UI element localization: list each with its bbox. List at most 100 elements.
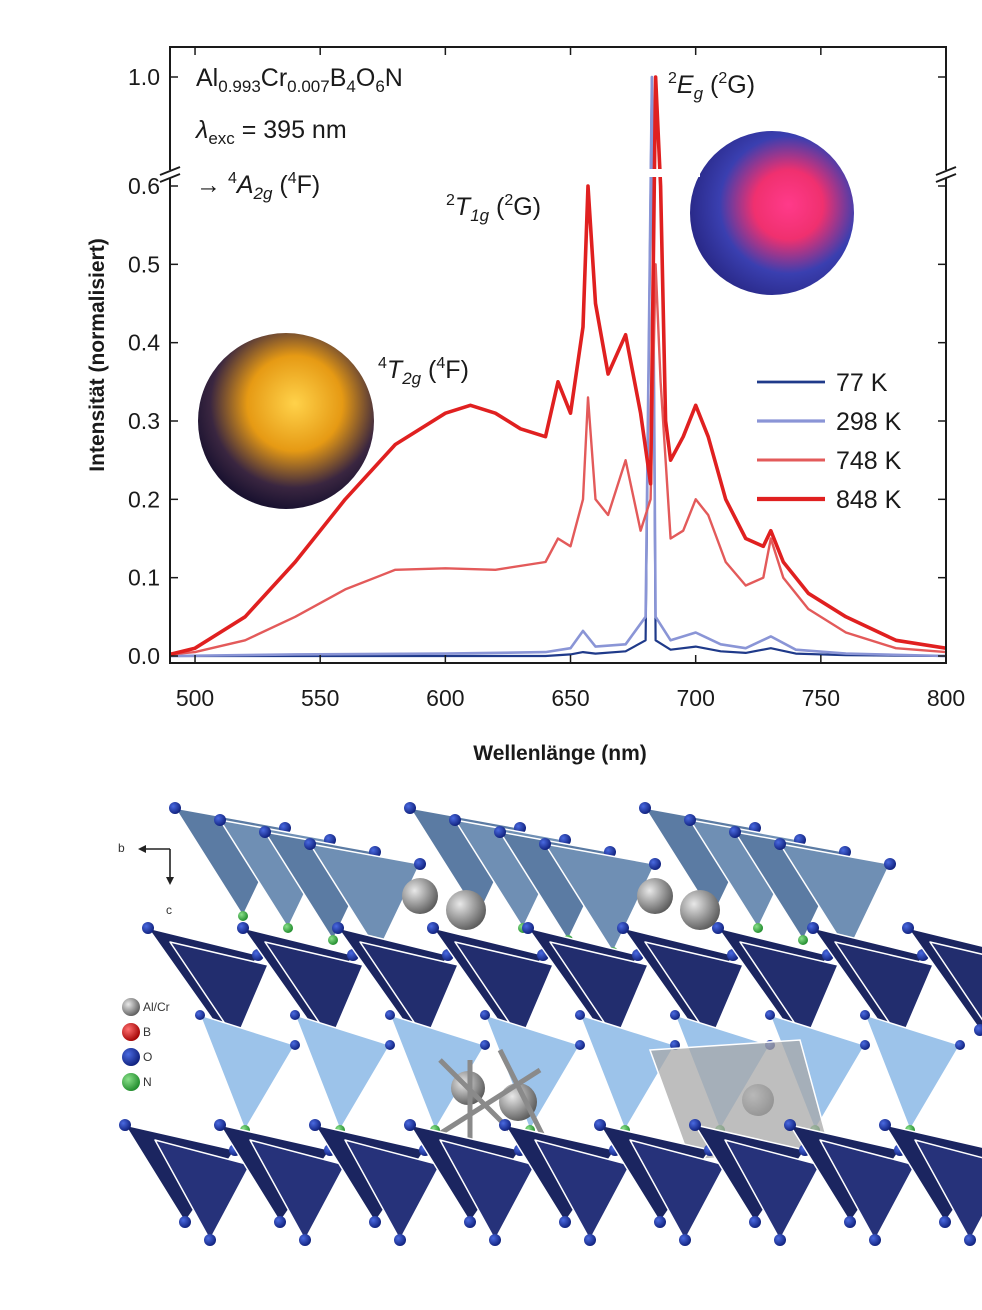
x-tick-label: 600: [426, 685, 464, 711]
dark-tetrahedron: [834, 941, 934, 1041]
oxygen-atom: [639, 802, 651, 814]
x-tick-label: 700: [676, 685, 714, 711]
legend-swatch-b: [122, 1023, 140, 1041]
middle-tetrahedron: [864, 1014, 961, 1131]
dark-tetrahedron: [154, 1139, 251, 1241]
element-legend: Al/Cr B O N: [122, 998, 170, 1091]
oxygen-atom: [204, 1234, 216, 1246]
oxygen-atom: [259, 826, 271, 838]
oxygen-atom: [214, 1119, 226, 1131]
oxygen-atom: [274, 1216, 286, 1228]
oxygen-atom: [617, 922, 629, 934]
oxygen-atom: [539, 838, 551, 850]
top-tetrahedron: [544, 843, 656, 953]
oxygen-atom: [332, 922, 344, 934]
axis-break-left: [159, 166, 181, 183]
dark-tetrahedron: [819, 1139, 916, 1241]
oxygen-atom: [394, 1234, 406, 1246]
oxygen-atom: [494, 826, 506, 838]
oxygen-atom: [142, 922, 154, 934]
oxygen-atom: [575, 1040, 585, 1050]
nitrogen-atom: [753, 923, 763, 933]
oxygen-atom: [654, 1216, 666, 1228]
alcr-atom: [402, 878, 438, 914]
oxygen-atom: [290, 1010, 300, 1020]
nitrogen-atom: [798, 935, 808, 945]
oxygen-atom: [974, 1024, 982, 1036]
middle-tetrahedron: [579, 1014, 676, 1131]
axis-b-label: b: [118, 841, 125, 855]
y-tick-label: 0.3: [128, 408, 160, 434]
oxygen-atom: [480, 1040, 490, 1050]
y-tick-label: 1.0: [128, 64, 160, 90]
legend-entry-label: 77 K: [836, 369, 888, 397]
oxygen-atom: [860, 1040, 870, 1050]
oxygen-atom: [169, 802, 181, 814]
x-tick-label: 750: [802, 685, 840, 711]
oxygen-atom: [955, 1040, 965, 1050]
oxygen-atom: [464, 1216, 476, 1228]
oxygen-atom: [712, 922, 724, 934]
oxygen-atom: [309, 1119, 321, 1131]
legend-entry-label: 298 K: [836, 408, 902, 436]
dark-tetrahedron: [264, 941, 364, 1041]
dark-tetrahedron: [739, 941, 839, 1041]
emission-spectrum-chart: 500 550 600 650 700 750 800 0.0 0.1 0.2 0.3 0.4 0.5 0…: [86, 46, 965, 765]
oxygen-atom: [214, 814, 226, 826]
oxygen-atom: [449, 814, 461, 826]
x-tick-label: 650: [551, 685, 589, 711]
dark-tetrahedron: [359, 941, 459, 1041]
peak-label-4T2g: 4T2g (4F): [378, 355, 469, 388]
legend-label-alcr: Al/Cr: [143, 1000, 170, 1014]
oxygen-atom: [689, 1119, 701, 1131]
oxygen-atom: [729, 826, 741, 838]
oxygen-atom: [404, 1119, 416, 1131]
oxygen-atom: [385, 1040, 395, 1050]
oxygen-atom: [594, 1119, 606, 1131]
legend-swatch-o: [122, 1048, 140, 1066]
dark-tetrahedron: [724, 1139, 821, 1241]
legend-label-n: N: [143, 1075, 152, 1089]
oxygen-atom: [684, 814, 696, 826]
alcr-atom: [680, 890, 720, 930]
peak-label-2T1g: 2T1g (2G): [446, 192, 541, 225]
orange-glow-photo: [198, 333, 374, 509]
y-tick-label: 0.2: [128, 486, 160, 512]
compound-formula: Al0.993Cr0.007B4O6N: [196, 64, 403, 96]
oxygen-atom: [584, 1234, 596, 1246]
oxygen-atom: [369, 1216, 381, 1228]
oxygen-atom: [902, 922, 914, 934]
top-tetrahedron: [779, 843, 891, 953]
oxygen-atom: [559, 1216, 571, 1228]
oxygen-atom: [575, 1010, 585, 1020]
oxygen-atom: [670, 1010, 680, 1020]
x-axis-title: Wellenlänge (nm): [473, 742, 646, 765]
oxygen-atom: [964, 1234, 976, 1246]
chart-legend: 77 K 298 K 748 K 848 K: [757, 369, 902, 514]
x-tick-label: 500: [176, 685, 214, 711]
dark-tetrahedron: [439, 1139, 536, 1241]
oxygen-atom: [304, 838, 316, 850]
oxygen-atom: [784, 1119, 796, 1131]
y-tick-label: 0.5: [128, 251, 160, 277]
oxygen-atom: [679, 1234, 691, 1246]
series-line-298k: [170, 75, 946, 658]
alcr-atom: [637, 878, 673, 914]
oxygen-atom: [860, 1010, 870, 1020]
crystal-structure-view: b c Al/Cr B O N: [118, 802, 982, 1246]
top-tetrahedron: [309, 843, 421, 953]
oxygen-atom: [869, 1234, 881, 1246]
legend-label-b: B: [143, 1025, 151, 1039]
nitrogen-atom: [328, 935, 338, 945]
dark-tetrahedron: [644, 941, 744, 1041]
dark-tetrahedron: [169, 941, 269, 1041]
oxygen-atom: [414, 858, 426, 870]
dark-tetrahedron: [549, 941, 649, 1041]
oxygen-atom: [879, 1119, 891, 1131]
oxygen-atom: [774, 1234, 786, 1246]
nitrogen-atom: [283, 923, 293, 933]
plot-frame: [169, 46, 947, 664]
axis-break-right: [935, 166, 957, 183]
axis-break-band: [640, 169, 700, 177]
pink-glow-photo: [690, 131, 854, 295]
